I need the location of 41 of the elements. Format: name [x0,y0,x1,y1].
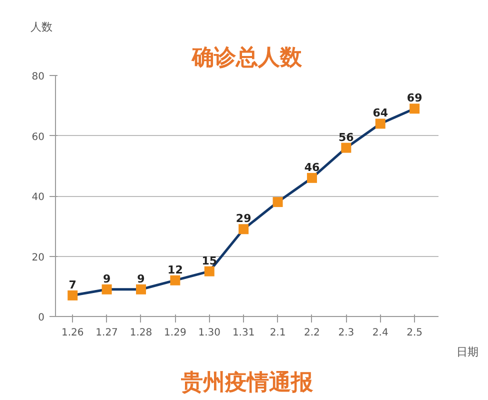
chart-title: 确诊总人数 [191,46,303,70]
x-tick-label: 1.27 [96,328,118,338]
x-tick-label: 2.2 [304,328,320,338]
x-tick-label: 1.29 [164,328,186,338]
point [204,266,214,276]
y-tick-label: 0 [38,312,45,324]
data-label: 56 [338,130,354,144]
point [341,142,352,153]
point [375,118,386,129]
point [102,284,112,294]
x-tick-label: 1.30 [198,328,221,338]
x-tick-label: 1.28 [130,328,152,338]
x-tick-label: 1.26 [61,328,84,338]
point [410,104,420,114]
y-tick-label: 80 [32,72,45,82]
data-label: 46 [304,160,320,174]
y-axis-title: 人数 [30,20,52,34]
point [272,197,283,208]
y-tick-label: 20 [32,252,45,264]
x-tick-label: 2.4 [372,328,388,338]
y-tick-label: 40 [32,192,45,203]
point [170,275,180,286]
point [136,284,146,294]
point [306,172,317,183]
data-label: 29 [236,212,252,226]
data-label: 7 [68,278,76,292]
data-label: 69 [406,92,422,105]
x-tick-label: 1.31 [232,328,255,338]
x-tick-label: 2.3 [338,328,354,338]
x-tick-label: 2.1 [270,328,286,338]
text: 贵州疫情通报 [180,370,314,396]
data-label: 64 [372,106,388,120]
point [68,290,78,300]
data-label: 9 [102,272,111,286]
y-tick-label: 60 [32,132,45,143]
data-label: 12 [168,263,183,276]
data-label: 15 [202,254,218,268]
x-tick-label: 2.5 [406,328,423,338]
data-label: 9 [137,272,145,286]
x-axis-title: 日期 [456,346,478,358]
point [238,224,249,234]
